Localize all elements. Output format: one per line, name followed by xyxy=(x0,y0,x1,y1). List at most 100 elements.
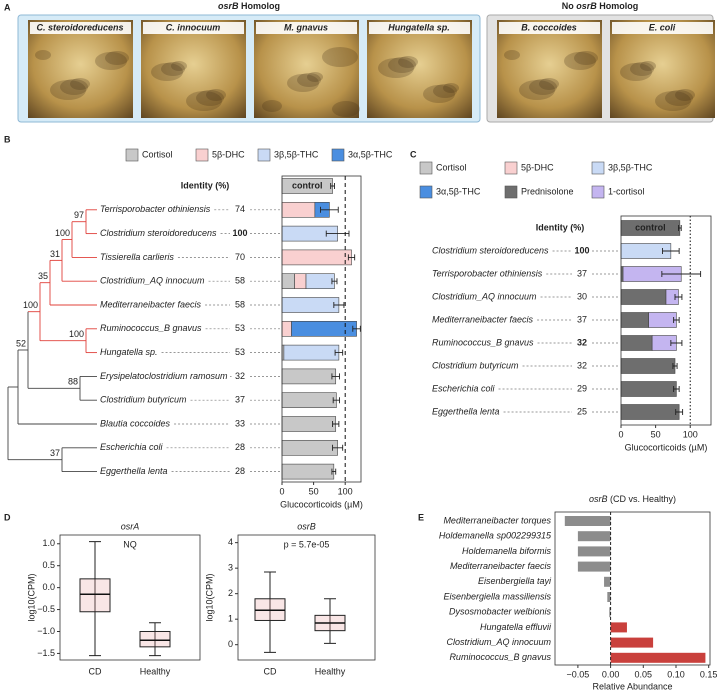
taxon-name: Mediterraneibacter faecis xyxy=(432,314,534,324)
x-tick-label: −0.05 xyxy=(566,669,589,679)
y-tick-label: 0 xyxy=(228,639,233,649)
bar-segment xyxy=(294,273,307,290)
taxon-name: Tissierella carlieris xyxy=(100,252,174,262)
taxon-name: Terrisporobacter othiniensis xyxy=(100,204,211,214)
plot-frame xyxy=(237,534,376,661)
micrograph-texture xyxy=(504,50,520,60)
error-bar xyxy=(331,468,337,475)
bar-segment xyxy=(281,202,316,218)
legend-label: Cortisol xyxy=(436,162,467,172)
category-label: Mediterraneibacter faecis xyxy=(450,561,552,571)
bootstrap-support: 35 xyxy=(38,271,48,281)
identity: 58 xyxy=(235,299,245,309)
bar xyxy=(607,592,611,602)
micrograph-texture xyxy=(206,89,226,101)
panel-label: B xyxy=(4,134,11,144)
bar-segment xyxy=(281,320,292,337)
category-label: Holdemanella sp002299315 xyxy=(439,531,552,541)
image-label-bg xyxy=(143,22,244,34)
bar xyxy=(610,652,706,663)
micrograph-texture xyxy=(564,52,596,70)
whisker-caps xyxy=(264,571,276,653)
x-tick-label: Healthy xyxy=(140,666,171,676)
taxon-name: Clostridium_AQ innocuum xyxy=(432,291,537,301)
control-label: control xyxy=(635,222,666,232)
x-tick-label: 0.10 xyxy=(667,669,685,679)
x-tick-label: 0.05 xyxy=(635,669,653,679)
bar xyxy=(609,607,611,618)
legend-swatch xyxy=(419,161,433,175)
bar-segment xyxy=(281,368,337,385)
micrograph-texture xyxy=(398,56,418,68)
micrograph-texture xyxy=(287,74,319,92)
legend-swatch xyxy=(504,185,518,199)
error-bar xyxy=(662,248,680,254)
x-tick-label: 0 xyxy=(279,486,284,496)
identity: 29 xyxy=(577,383,587,393)
error-bar xyxy=(331,373,340,380)
annotation: NQ xyxy=(123,539,137,549)
title-gene: osrB xyxy=(218,1,239,11)
bootstrap-support: 88 xyxy=(68,377,78,387)
title-prefix: No xyxy=(562,1,574,11)
y-tick-label: 0.0 xyxy=(42,582,55,592)
category-label: Eisenbergiella tayi xyxy=(478,576,552,586)
micrograph-texture xyxy=(574,51,598,65)
taxon-name: Escherichia coli xyxy=(432,383,496,393)
taxon-name: Clostridium steroidoreducens xyxy=(100,228,217,238)
taxon-name: Blautia coccoides xyxy=(100,418,171,428)
y-tick-label: 3 xyxy=(228,563,233,573)
micrograph xyxy=(254,20,359,118)
micrograph xyxy=(367,20,472,118)
legend-swatch xyxy=(591,185,605,199)
error-bar xyxy=(672,363,678,369)
control-label: control xyxy=(292,180,323,190)
taxon-name: Ruminococcus_B gnavus xyxy=(432,337,534,347)
bootstrap-support: 100 xyxy=(55,228,70,238)
identity: 37 xyxy=(235,395,245,405)
micrograph-texture xyxy=(630,62,654,76)
category-label: Mediterraneibacter torques xyxy=(443,515,551,525)
error-bar xyxy=(347,254,356,261)
legend-label: Cortisol xyxy=(142,149,173,159)
x-tick-label: CD xyxy=(89,666,102,676)
y-tick-label: −0.5 xyxy=(37,604,55,614)
micrograph xyxy=(497,20,602,118)
image-label: E. coli xyxy=(649,22,676,32)
y-tick-label: 2 xyxy=(228,588,233,598)
bar-segment xyxy=(281,297,340,313)
x-tick-label: 100 xyxy=(683,429,698,439)
legend-label: 1-cortisol xyxy=(608,186,645,196)
category-label: Dysosmobacter welbionis xyxy=(449,607,552,617)
identity: 58 xyxy=(235,276,245,286)
bar-segment xyxy=(283,344,340,361)
image-label-bg xyxy=(30,22,131,34)
y-tick-label: −1.0 xyxy=(37,626,55,636)
bar xyxy=(610,622,627,633)
y-tick-label: 1.0 xyxy=(42,538,55,548)
whisker-caps xyxy=(324,598,336,644)
error-bar xyxy=(331,278,338,285)
error-bar xyxy=(352,325,361,332)
taxon-name: Clostridium butyricum xyxy=(432,360,519,370)
bar xyxy=(577,561,611,572)
group-title: osrB Homolog xyxy=(218,1,280,11)
panel-label: A xyxy=(4,2,11,12)
identity: 32 xyxy=(577,337,587,347)
micrograph xyxy=(610,20,715,118)
micrograph-texture xyxy=(95,52,127,70)
legend-swatch xyxy=(591,161,605,175)
micrograph-texture xyxy=(70,78,90,90)
y-tick-label: 0.5 xyxy=(42,560,55,570)
x-tick-label: 50 xyxy=(651,429,661,439)
micrograph-texture xyxy=(388,57,416,73)
homolog-box xyxy=(17,14,481,123)
x-tick-label: 50 xyxy=(309,486,319,496)
identity: 53 xyxy=(235,347,245,357)
micrograph-texture xyxy=(196,90,224,106)
image-label: M. gnavus xyxy=(284,22,328,32)
x-tick-label: 0.00 xyxy=(602,669,620,679)
bar-segment xyxy=(281,249,352,266)
legend-label: 5β-DHC xyxy=(521,162,554,172)
